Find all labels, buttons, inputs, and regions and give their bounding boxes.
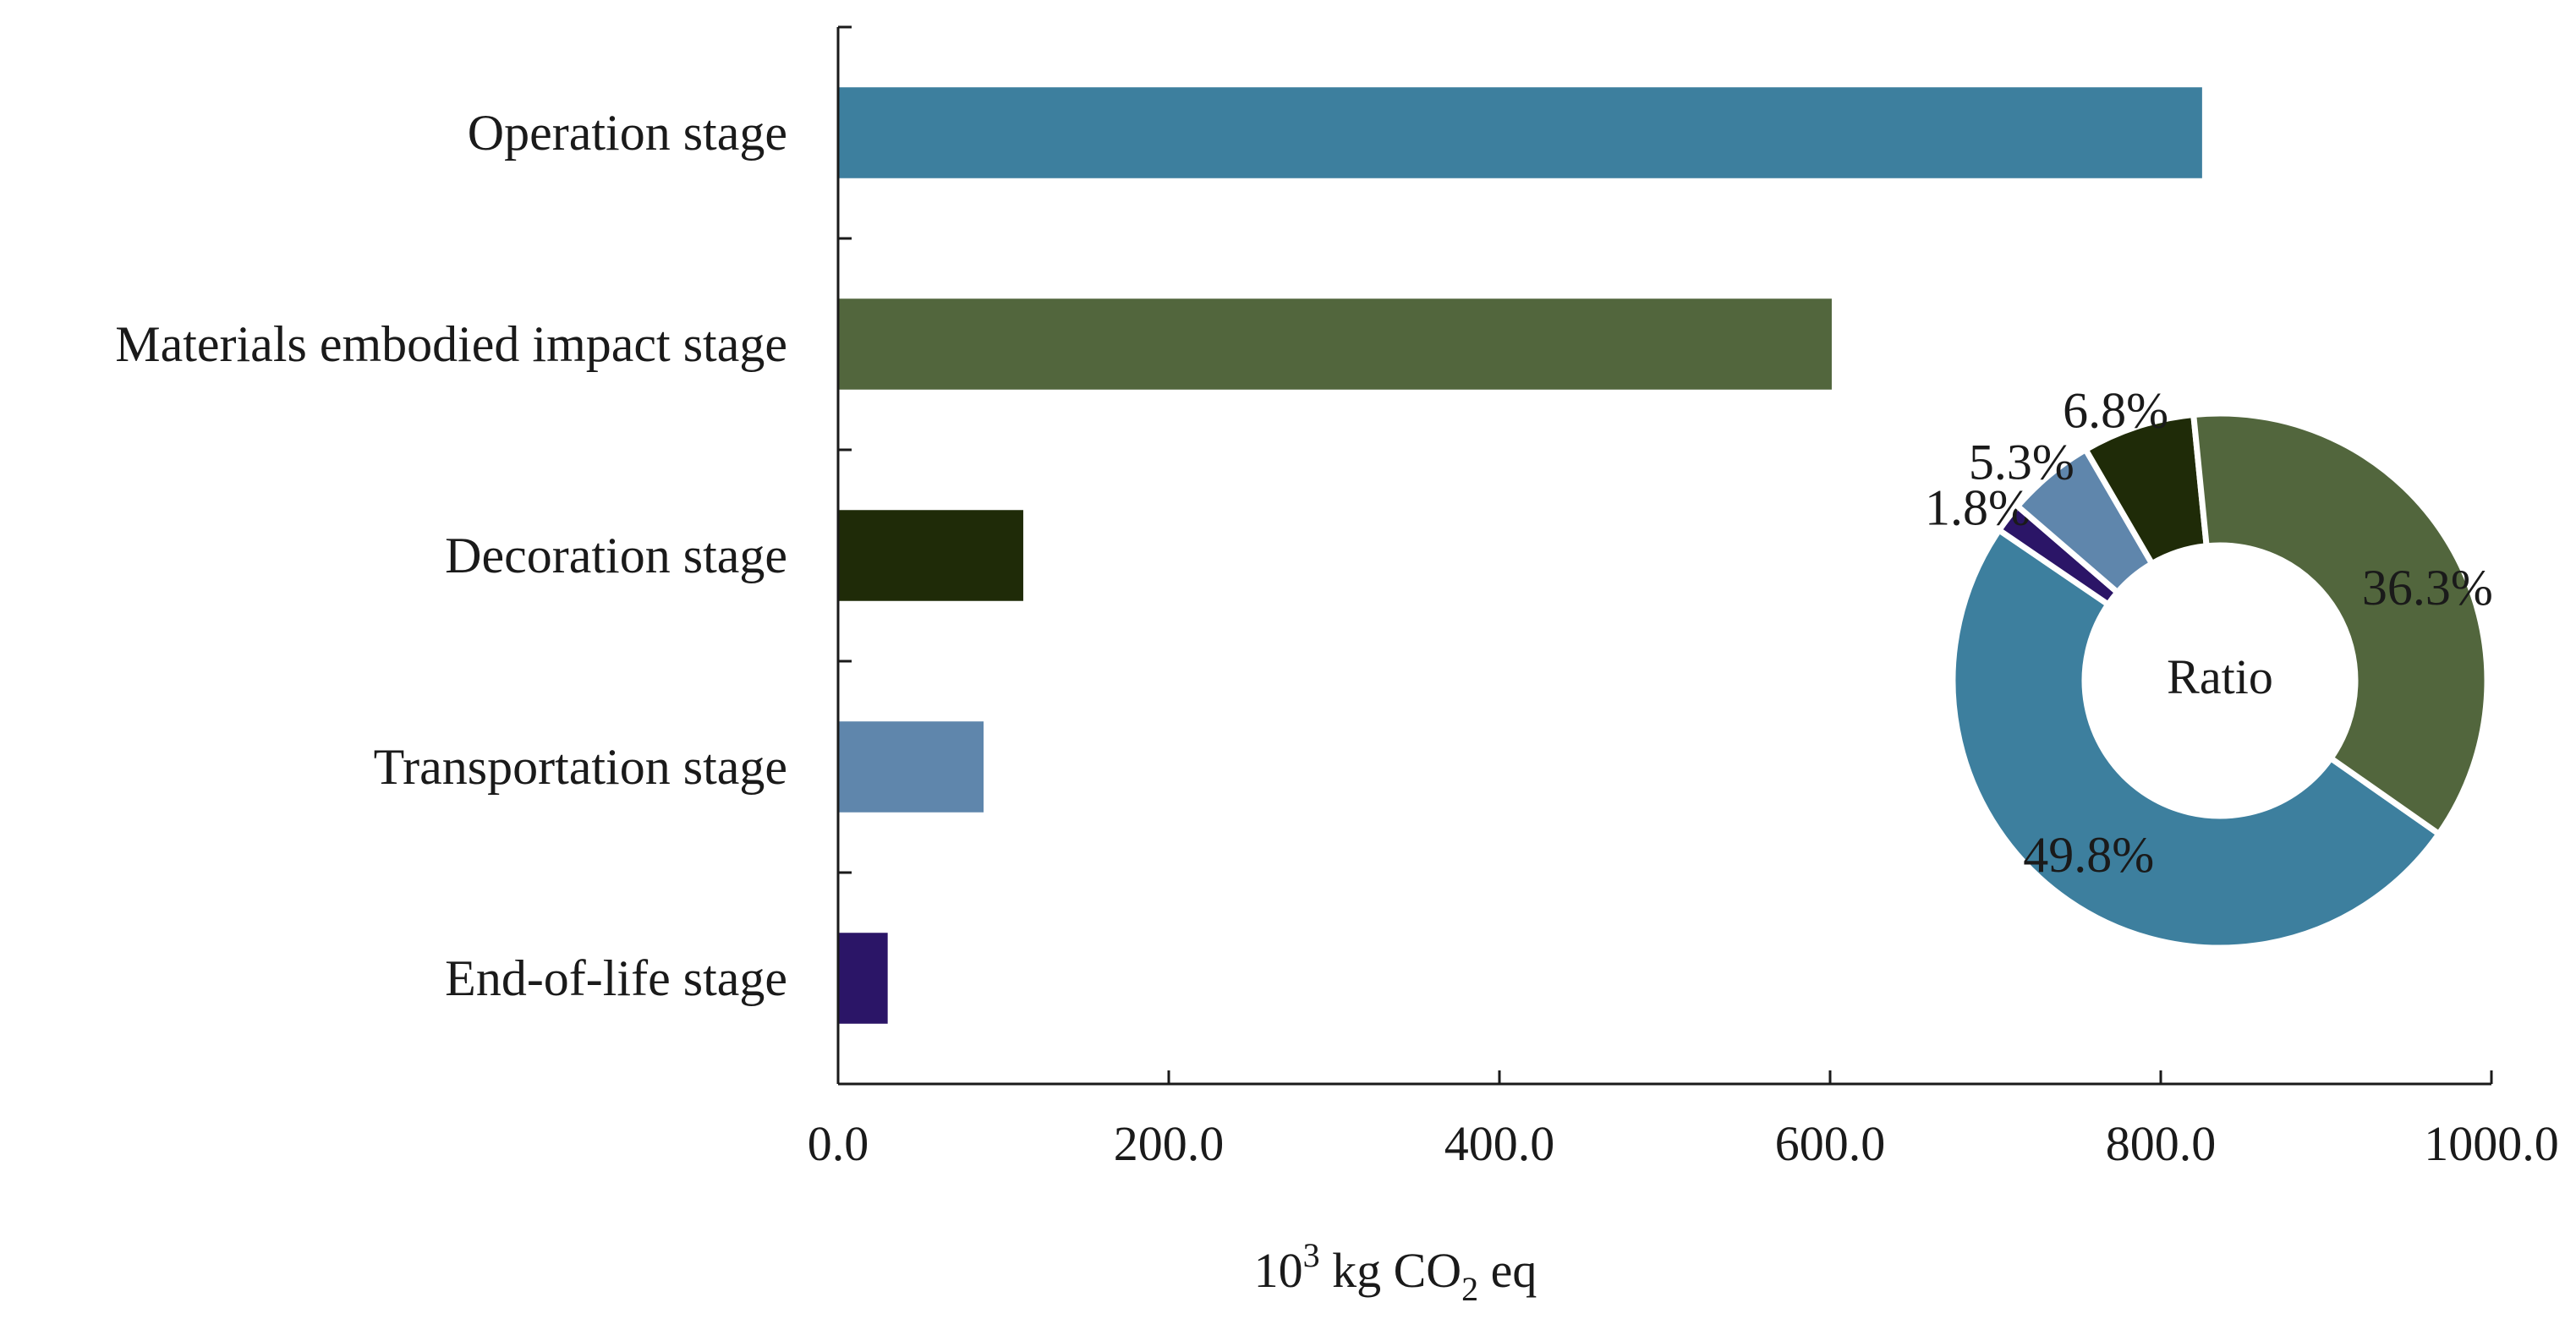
bar-end-of-life-stage <box>838 933 888 1024</box>
x-tick-label: 1000.0 <box>2424 1116 2559 1171</box>
donut-label: 1.8% <box>1925 479 2031 535</box>
donut-label: 6.8% <box>2063 382 2168 438</box>
category-label: Decoration stage <box>445 528 787 583</box>
x-tick-label: 400.0 <box>1444 1116 1555 1171</box>
donut-label: 49.8% <box>2023 827 2154 883</box>
donut-slice-operation-stage <box>1949 526 2443 951</box>
x-axis-title-suffix: eq <box>1478 1243 1537 1298</box>
x-axis-title-base: 10 <box>1254 1243 1303 1298</box>
x-tick-label: 600.0 <box>1775 1116 1886 1171</box>
category-label: End-of-life stage <box>445 950 787 1006</box>
category-labels: Operation stage Materials embodied impact… <box>115 105 787 1006</box>
axes <box>836 25 2491 1086</box>
x-axis-title: 103 kg CO2 eq <box>1254 1236 1537 1308</box>
bar-decoration-stage <box>838 510 1023 601</box>
bar-operation-stage <box>838 87 2202 178</box>
x-ticks: 0.0 200.0 400.0 600.0 800.0 1000.0 <box>808 1070 2559 1171</box>
donut-center-label: Ratio <box>2167 649 2273 704</box>
x-tick-label: 800.0 <box>2106 1116 2217 1171</box>
x-tick-label: 0.0 <box>808 1116 869 1171</box>
x-tick-label: 200.0 <box>1114 1116 1225 1171</box>
donut-slice-materials-embodied-impact-stage <box>2190 410 2491 839</box>
donut-chart: 49.8% 1.8%5.3%6.8% 36.3% <box>1925 382 2493 951</box>
category-label: Transportation stage <box>374 739 787 795</box>
donut-label: 36.3% <box>2362 560 2493 616</box>
x-axis-title-sub: 2 <box>1461 1270 1478 1308</box>
category-label: Operation stage <box>468 105 787 161</box>
x-axis-title-sup: 3 <box>1303 1236 1320 1274</box>
bar-materials-embodied-impact-stage <box>838 298 1832 390</box>
x-axis-title-unit: kg CO <box>1320 1243 1462 1298</box>
bar-series <box>838 87 2202 1024</box>
category-label: Materials embodied impact stage <box>115 316 787 372</box>
bar-transportation-stage <box>838 721 984 813</box>
donut-label: 5.3% <box>1969 434 2075 490</box>
